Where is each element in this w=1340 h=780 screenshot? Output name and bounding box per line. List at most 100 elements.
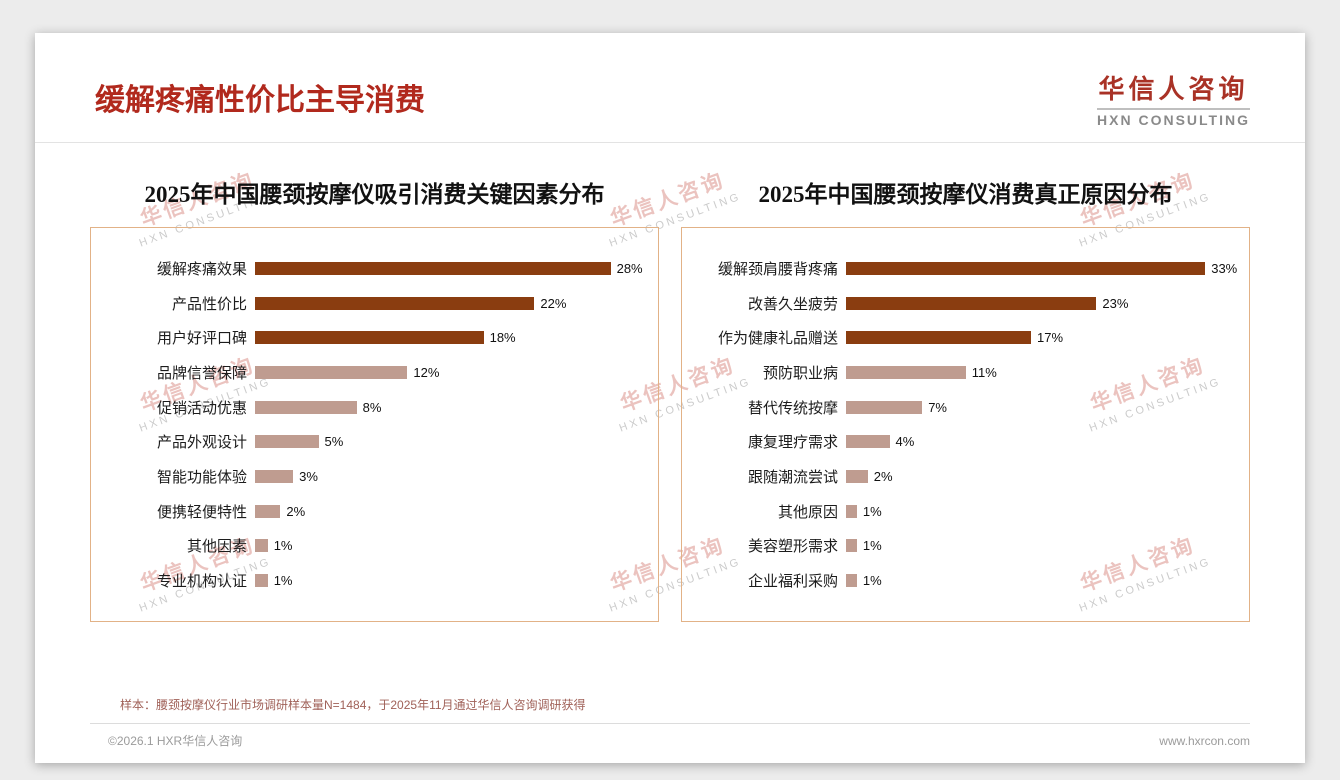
bar-value-label: 1% bbox=[273, 572, 293, 588]
bar-row: 产品性价比 22% bbox=[105, 287, 636, 320]
bar-track: 11% bbox=[846, 365, 1227, 380]
bar-value-label: 17% bbox=[1037, 330, 1064, 346]
charts-area: 2025年中国腰颈按摩仪吸引消费关键因素分布 2025年中国腰颈按摩仪消费真正原… bbox=[35, 143, 1305, 680]
bar-track: 33% bbox=[846, 261, 1237, 276]
bar-track: 17% bbox=[846, 330, 1227, 345]
bar bbox=[846, 365, 966, 379]
bar-row: 其他原因 1% bbox=[696, 495, 1227, 528]
bar-value-label: 1% bbox=[273, 538, 293, 554]
bar bbox=[255, 539, 268, 553]
bar-value-label: 28% bbox=[616, 261, 643, 276]
bar-rows: 缓解颈肩腰背疼痛 33% 改善久坐疲劳 23% 作为健康礼品赠送 17% 预防职业病 11% 替… bbox=[696, 252, 1237, 597]
bar-row: 改善久坐疲劳 23% bbox=[696, 287, 1227, 320]
bar-category-label: 缓解疼痛效果 bbox=[156, 261, 247, 278]
bar-track: 1% bbox=[846, 504, 1227, 519]
bar bbox=[255, 435, 319, 449]
bar-row: 促销活动优惠 8% bbox=[105, 391, 636, 424]
slide-card: 华信人咨询 HXN CONSULTING 华信人咨询 HXN CONSULTING 华信… bbox=[35, 33, 1305, 763]
bar-track: 4% bbox=[846, 434, 1227, 449]
bar-value-label: 1% bbox=[862, 538, 882, 554]
bar-category-label: 用户好评口碑 bbox=[156, 330, 247, 348]
bar-value-label: 22% bbox=[540, 295, 567, 311]
bar bbox=[255, 331, 484, 345]
chart-boxes-row: 缓解疼痛效果 28% 产品性价比 22% 用户好评口碑 18% 品牌信誉保障 12% 促销活动优… bbox=[90, 227, 1250, 622]
bar bbox=[255, 504, 281, 518]
bar bbox=[846, 262, 1206, 275]
bar-row: 智能功能体验 3% bbox=[105, 460, 636, 493]
bar-track: 2% bbox=[255, 504, 636, 519]
sample-note: 样本：腰颈按摩仪行业市场调研样本量N=1484，于2025年11月通过华信人咨询… bbox=[120, 698, 586, 712]
bar-row: 替代传统按摩 7% bbox=[696, 391, 1227, 424]
bar-row: 品牌信誉保障 12% bbox=[105, 356, 636, 389]
bar-row: 缓解疼痛效果 28% bbox=[105, 252, 643, 285]
bar-row: 预防职业病 11% bbox=[696, 356, 1227, 389]
bar-row: 美容塑形需求 1% bbox=[696, 529, 1227, 562]
bar bbox=[846, 539, 857, 553]
bar-track: 23% bbox=[846, 296, 1227, 311]
bar-value-label: 1% bbox=[862, 572, 882, 588]
bar bbox=[255, 296, 535, 310]
bar-category-label: 康复理疗需求 bbox=[747, 434, 838, 452]
bar-value-label: 23% bbox=[1102, 295, 1129, 311]
bar-track: 1% bbox=[255, 538, 636, 553]
left-chart-title: 2025年中国腰颈按摩仪吸引消费关键因素分布 bbox=[144, 182, 605, 207]
bar-rows: 缓解疼痛效果 28% 产品性价比 22% 用户好评口碑 18% 品牌信誉保障 12% 促销活动优… bbox=[105, 252, 643, 597]
bar-row: 作为健康礼品赠送 17% bbox=[696, 321, 1227, 354]
left-bar-chart: 缓解疼痛效果 28% 产品性价比 22% 用户好评口碑 18% 品牌信誉保障 12% 促销活动优… bbox=[90, 227, 659, 622]
bar-track: 5% bbox=[255, 434, 636, 449]
logo-english-text: HXN CONSULTING bbox=[1097, 108, 1250, 128]
bar bbox=[846, 469, 868, 483]
bar-track: 18% bbox=[255, 330, 636, 345]
bar-category-label: 替代传统按摩 bbox=[747, 399, 838, 417]
bar-track: 8% bbox=[255, 400, 636, 415]
copyright-text: ©2026.1 HXR华信人咨询 bbox=[108, 734, 243, 748]
bar bbox=[255, 365, 408, 379]
bar-category-label: 产品外观设计 bbox=[156, 434, 247, 452]
bar-track: 1% bbox=[255, 573, 636, 588]
bar-value-label: 4% bbox=[895, 434, 915, 450]
bar-value-label: 2% bbox=[286, 503, 306, 519]
bar-category-label: 改善久坐疲劳 bbox=[747, 295, 838, 313]
bar-category-label: 专业机构认证 bbox=[156, 572, 247, 590]
bar bbox=[846, 400, 923, 414]
bar-row: 缓解颈肩腰背疼痛 33% bbox=[696, 252, 1237, 285]
company-logo: 华信人咨询 HXN CONSULTING bbox=[1097, 69, 1250, 128]
bar-track: 1% bbox=[846, 538, 1227, 553]
header: 缓解疼痛性价比主导消费 华信人咨询 HXN CONSULTING bbox=[35, 33, 1305, 143]
bar-category-label: 作为健康礼品赠送 bbox=[717, 330, 838, 348]
bar-value-label: 3% bbox=[299, 468, 318, 484]
bar-category-label: 企业福利采购 bbox=[747, 572, 838, 590]
bar-row: 产品外观设计 5% bbox=[105, 425, 636, 458]
bar-category-label: 促销活动优惠 bbox=[156, 399, 247, 417]
bar-row: 用户好评口碑 18% bbox=[105, 321, 636, 354]
bar-track: 28% bbox=[255, 261, 643, 276]
bar-track: 2% bbox=[846, 469, 1227, 484]
bar-category-label: 缓解颈肩腰背疼痛 bbox=[717, 261, 838, 278]
bar bbox=[846, 435, 890, 449]
bar-value-label: 8% bbox=[362, 399, 382, 415]
bar bbox=[255, 262, 611, 275]
website-url: www.hxrcon.com bbox=[1159, 733, 1250, 748]
sample-note-row: 样本：腰颈按摩仪行业市场调研样本量N=1484，于2025年11月通过华信人咨询… bbox=[35, 696, 1305, 713]
bar bbox=[846, 296, 1097, 310]
bar-category-label: 产品性价比 bbox=[171, 295, 247, 313]
bar bbox=[846, 573, 857, 587]
bar bbox=[255, 469, 294, 483]
bar-track: 22% bbox=[255, 296, 636, 311]
bar-category-label: 跟随潮流尝试 bbox=[747, 468, 838, 486]
bar-value-label: 2% bbox=[873, 468, 893, 484]
bar-value-label: 18% bbox=[489, 330, 516, 346]
bar-track: 1% bbox=[846, 573, 1227, 588]
bar-row: 其他因素 1% bbox=[105, 529, 636, 562]
bar-row: 便携轻便特性 2% bbox=[105, 495, 636, 528]
bar-row: 专业机构认证 1% bbox=[105, 564, 636, 597]
bar-row: 跟随潮流尝试 2% bbox=[696, 460, 1227, 493]
bar-track: 7% bbox=[846, 400, 1227, 415]
bar-category-label: 美容塑形需求 bbox=[747, 538, 838, 556]
page-title: 缓解疼痛性价比主导消费 bbox=[95, 84, 425, 117]
bar-category-label: 品牌信誉保障 bbox=[156, 364, 247, 382]
bar-value-label: 7% bbox=[928, 399, 947, 415]
bar-track: 12% bbox=[255, 365, 636, 380]
bar bbox=[255, 573, 268, 587]
